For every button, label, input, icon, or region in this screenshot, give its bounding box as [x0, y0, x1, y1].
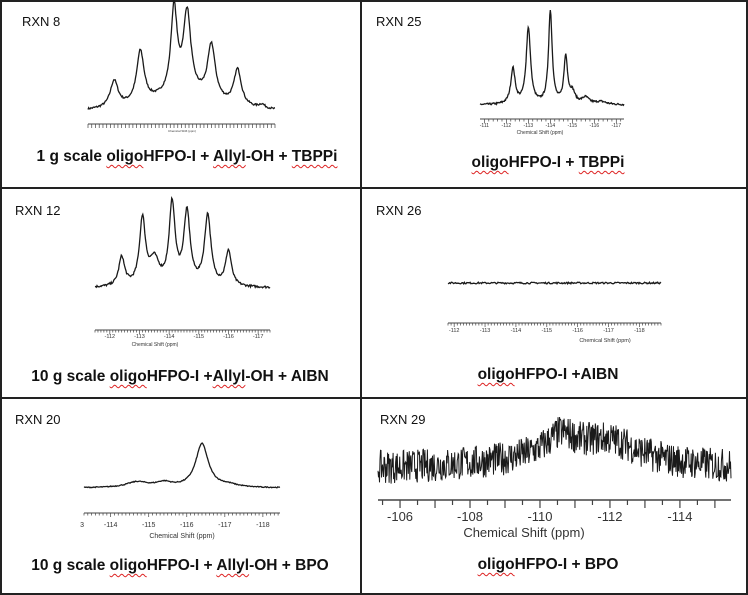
caption-segment: oligo — [109, 368, 147, 385]
table-border-left — [0, 0, 2, 595]
panel-label: RXN 20 — [15, 412, 61, 427]
x-axis-label: Chemical Shift (ppm) — [168, 129, 196, 133]
spectrum-trace — [377, 417, 732, 484]
x-tick-label: -110 — [527, 509, 552, 524]
caption-segment: -OH + AIBN — [245, 368, 329, 385]
panel-label: RXN 26 — [376, 203, 422, 218]
caption-segment: Allyl — [216, 557, 250, 574]
panel-label: RXN 29 — [380, 412, 426, 427]
caption-segment: HFPO-I + — [508, 154, 579, 171]
x-tick-label: -115 — [568, 123, 578, 129]
caption-segment: oligo — [477, 556, 515, 573]
caption-segment: HFPO-I + — [146, 368, 213, 385]
x-tick-label: -116 — [590, 123, 600, 129]
spectrum-trace — [87, 0, 276, 110]
row-divider — [0, 397, 748, 399]
caption-segment: -OH + BPO — [249, 557, 329, 574]
x-tick-label: -115 — [194, 334, 205, 340]
caption-segment: Allyl — [212, 368, 246, 385]
x-tick-label: -117 — [611, 123, 621, 129]
x-tick-label: -117 — [603, 328, 614, 334]
x-tick-label: -116 — [572, 328, 583, 334]
caption-segment: 10 g scale — [31, 557, 110, 574]
x-tick-label: -112 — [597, 509, 622, 524]
caption-segment: HFPO-I + — [146, 557, 217, 574]
x-tick-label: -113 — [480, 328, 491, 334]
caption-segment: oligo — [106, 148, 144, 165]
panel-caption: 1 g scale oligoHFPO-I + Allyl-OH + TBPPi — [37, 148, 338, 166]
x-tick-label: -112 — [502, 123, 512, 129]
panel-caption: 10 g scale oligoHFPO-I +Allyl-OH + AIBN — [31, 368, 328, 386]
x-tick-label: -117 — [253, 334, 264, 340]
x-axis-label: Chemical Shift (ppm) — [132, 342, 179, 348]
x-tick-label: -118 — [634, 328, 645, 334]
spectrum-trace — [94, 196, 271, 290]
x-tick-label: -117 — [218, 522, 232, 529]
caption-segment: oligo — [471, 154, 509, 171]
table-border-top — [0, 0, 748, 2]
x-axis-label: Chemical Shift (ppm) — [149, 533, 214, 540]
spectrum-trace — [479, 10, 625, 107]
panel-label: RXN 25 — [376, 14, 422, 29]
row-divider — [0, 187, 748, 189]
x-tick-label: -116 — [180, 522, 194, 529]
x-tick-label: -113 — [524, 123, 534, 129]
table-border-right — [746, 0, 748, 595]
x-tick-label: -115 — [541, 328, 552, 334]
caption-segment: TBPPi — [291, 148, 338, 165]
x-tick-label: -111 — [480, 123, 489, 129]
x-tick-label: -114 — [546, 123, 556, 129]
panel-label: RXN 12 — [15, 203, 61, 218]
caption-segment: Allyl — [212, 148, 246, 165]
x-tick-label: -106 — [387, 509, 413, 524]
spectrum-trace — [447, 280, 662, 286]
x-tick-label: -114 — [104, 522, 118, 529]
caption-segment: -OH + — [245, 148, 292, 165]
column-divider — [360, 0, 362, 595]
x-tick-label: -114 — [511, 328, 522, 334]
x-tick-label: 3 — [80, 522, 84, 529]
caption-segment: oligo — [109, 557, 147, 574]
caption-segment: oligo — [477, 366, 515, 383]
x-tick-label: -118 — [256, 522, 270, 529]
table-border-bottom — [0, 593, 748, 595]
x-axis-label: Chemical Shift (ppm) — [463, 525, 584, 540]
x-tick-label: -112 — [449, 328, 460, 334]
x-axis-label: Chemical Shift (ppm) — [579, 338, 631, 344]
caption-segment: HFPO-I + — [143, 148, 213, 165]
caption-segment: HFPO-I +AIBN — [514, 366, 619, 383]
caption-segment: HFPO-I + BPO — [514, 556, 619, 573]
panel-label: RXN 8 — [22, 14, 61, 29]
panel-caption: oligoHFPO-I + TBPPi — [472, 154, 625, 172]
x-tick-label: -114 — [164, 334, 175, 340]
x-tick-label: -114 — [667, 509, 692, 524]
caption-segment: 10 g scale — [31, 368, 110, 385]
x-tick-label: -113 — [134, 334, 145, 340]
panel-caption: oligoHFPO-I + BPO — [478, 556, 619, 574]
caption-segment: 1 g scale — [36, 148, 107, 165]
panel-caption: 10 g scale oligoHFPO-I + Allyl-OH + BPO — [31, 557, 328, 575]
panel-caption: oligoHFPO-I +AIBN — [478, 366, 619, 384]
x-tick-label: -112 — [105, 334, 116, 340]
x-axis-label: Chemical Shift (ppm) — [517, 130, 564, 136]
caption-segment: TBPPi — [578, 154, 625, 171]
x-tick-label: -115 — [142, 522, 156, 529]
spectrum-trace — [83, 442, 281, 489]
x-tick-label: -108 — [457, 509, 483, 524]
x-tick-label: -116 — [223, 334, 234, 340]
